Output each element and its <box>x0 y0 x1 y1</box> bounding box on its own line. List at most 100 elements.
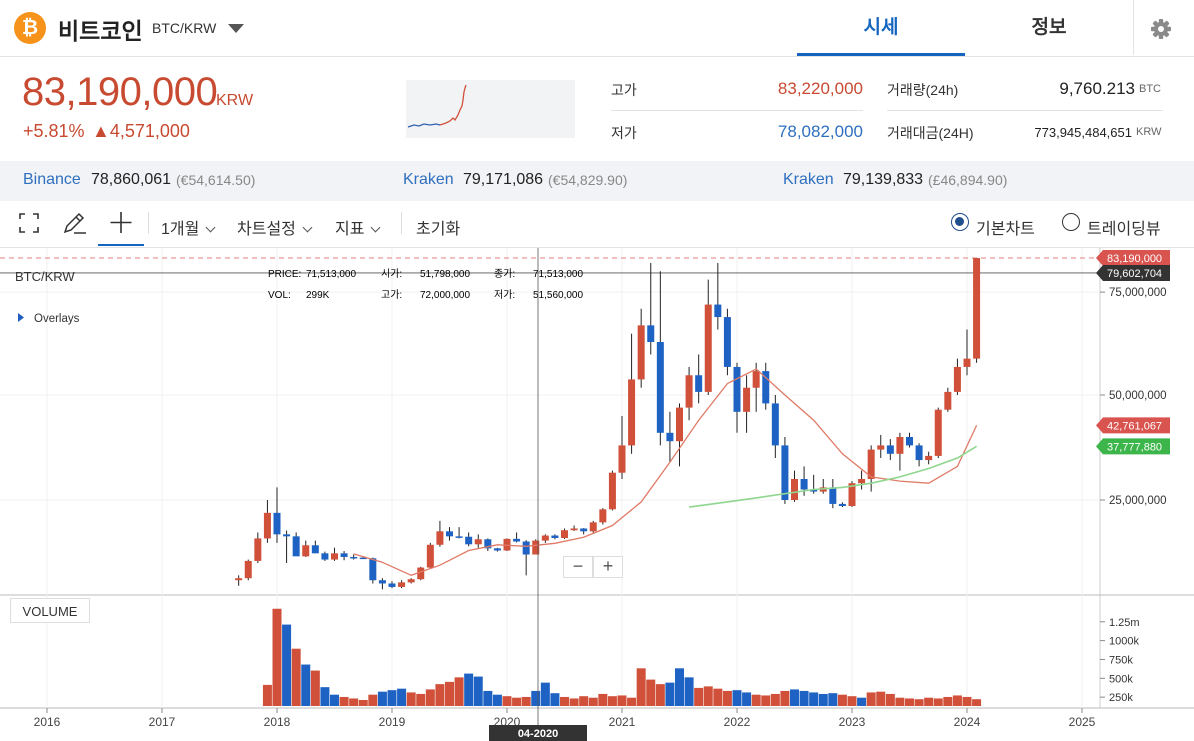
candle-body <box>369 558 377 581</box>
candle <box>292 532 300 557</box>
candle <box>829 479 837 509</box>
candle-body <box>743 387 751 412</box>
candle <box>273 487 281 543</box>
y-tick-label: 25,000,000 <box>1109 495 1167 507</box>
candle <box>666 411 674 463</box>
high-value: 83,220,000 <box>777 79 863 98</box>
volume-bar <box>837 694 847 706</box>
volume-bar <box>962 696 972 706</box>
price-tag: 37,777,880 <box>1096 438 1170 455</box>
volume-bar <box>512 697 522 706</box>
info-price: 71,513,000 <box>306 269 356 280</box>
volume-bar <box>540 682 550 706</box>
volume-bar <box>435 684 445 706</box>
candles <box>235 257 981 590</box>
crosshair-date: 04-2020 <box>518 728 558 740</box>
exchange-name[interactable]: Binance <box>23 171 81 188</box>
volume-bar <box>464 673 474 706</box>
candle <box>647 262 655 355</box>
volume-bar <box>761 695 771 706</box>
tab-info[interactable]: 정보 <box>1031 17 1067 38</box>
candle-body <box>944 391 952 410</box>
candle-body <box>829 487 837 504</box>
fullscreen-icon[interactable] <box>18 212 40 234</box>
candle-body <box>723 317 731 367</box>
volume-bar <box>569 698 579 706</box>
volume-bar <box>454 677 464 706</box>
candle <box>838 502 846 508</box>
volume-bar <box>262 684 272 706</box>
volume-bar <box>425 689 435 706</box>
interval-select[interactable]: 1개월 <box>161 215 216 239</box>
price-chart[interactable]: 2016 2017 2018 2019 2020 2021 2022 2023 2024 2025… <box>0 248 1194 741</box>
volume-bar <box>310 670 320 706</box>
x-tick-label: 2025 <box>1069 715 1096 729</box>
candle <box>350 554 358 560</box>
info-high-label: 고가: <box>381 289 402 301</box>
price-tag-shape <box>1096 250 1170 267</box>
candle <box>561 528 568 539</box>
volume-bar <box>751 694 761 706</box>
candle-body <box>896 437 904 454</box>
price-tag: 42,761,067 <box>1096 417 1170 434</box>
price-unit: KRW <box>216 92 254 109</box>
candle-body <box>704 304 712 392</box>
candle <box>369 557 377 584</box>
candle <box>263 500 271 543</box>
volume-bar <box>387 690 397 706</box>
chart-settings-select[interactable]: 차트설정 <box>237 215 313 239</box>
price-tag-label: 37,777,880 <box>1107 441 1162 453</box>
candle-body <box>599 509 607 523</box>
reset-button[interactable]: 초기화 <box>416 221 461 238</box>
volume-bar <box>550 693 560 706</box>
volume-bar <box>473 676 483 706</box>
volume-panel-button[interactable]: VOLUME <box>10 598 90 623</box>
bitcoin-logo-icon: ₿ <box>14 12 46 44</box>
indicators-select[interactable]: 지표 <box>335 215 381 239</box>
overlays-toggle[interactable]: Overlays <box>34 313 80 325</box>
gear-icon <box>1151 19 1171 39</box>
radio-basic-chart[interactable] <box>951 213 969 231</box>
info-close-label: 종가: <box>494 268 515 280</box>
zoom-out-button[interactable]: − <box>563 556 593 578</box>
volume-bar <box>665 682 675 706</box>
candle <box>704 279 712 395</box>
candle-body <box>321 553 329 560</box>
candle-body <box>589 522 597 532</box>
settings-button[interactable] <box>1133 0 1194 55</box>
y-tick-label: 75,000,000 <box>1109 287 1167 299</box>
vol-tick-label: 1.25m <box>1109 617 1140 629</box>
exchange-name[interactable]: Kraken <box>403 171 454 188</box>
chart-grid <box>0 248 1194 709</box>
candle <box>570 525 578 531</box>
interval-label: 1개월 <box>161 221 200 238</box>
volume-24h-label: 거래량(24h) <box>887 82 959 98</box>
tab-quote[interactable]: 시세 <box>797 0 965 56</box>
volume-bar <box>397 688 407 706</box>
volume-bar <box>818 693 828 706</box>
exchange-name[interactable]: Kraken <box>783 171 834 188</box>
tradingview-label[interactable]: 트레이딩뷰 <box>1087 221 1161 238</box>
crosshair-tool-button[interactable] <box>98 201 144 246</box>
candle-body <box>580 528 588 532</box>
candle-body <box>858 479 866 484</box>
basic-chart-label[interactable]: 기본차트 <box>976 221 1035 238</box>
volume-bar <box>675 668 684 706</box>
price-tag-label: 83,190,000 <box>1107 253 1162 265</box>
radio-tradingview[interactable] <box>1062 213 1080 231</box>
volume-bar <box>646 679 656 706</box>
coin-dropdown-icon[interactable] <box>228 24 244 33</box>
volume-bar <box>579 696 589 706</box>
triangle-right-icon[interactable] <box>18 313 24 322</box>
info-vol: 299K <box>306 290 330 301</box>
candle <box>426 542 434 569</box>
divider <box>148 212 149 234</box>
zoom-in-button[interactable]: + <box>593 556 623 578</box>
candle-body <box>484 539 492 549</box>
crosshair: 04-2020 <box>489 248 587 741</box>
pencil-icon[interactable] <box>62 211 88 235</box>
change-amount: ▲4,571,000 <box>92 121 190 141</box>
volume-bar <box>972 699 982 706</box>
price-tag: 83,190,000 <box>1096 250 1170 267</box>
volume-bar <box>732 690 742 706</box>
